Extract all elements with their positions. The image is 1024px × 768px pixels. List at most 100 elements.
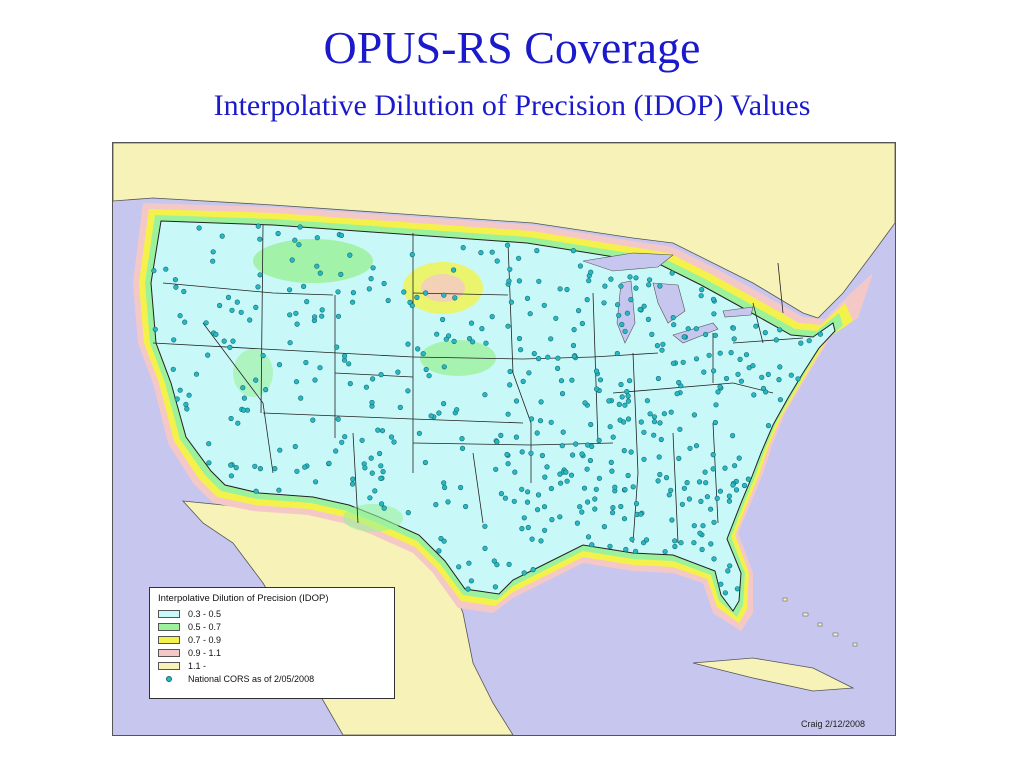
cors-station-dot: [163, 266, 169, 272]
cors-station-dot: [557, 471, 563, 477]
cors-station-dot: [530, 567, 536, 573]
cors-station-dot: [707, 506, 714, 512]
cors-station-dot: [519, 486, 525, 492]
cors-station-dot: [621, 448, 627, 454]
cors-station-dot: [292, 443, 298, 450]
cors-station-dot: [641, 429, 647, 435]
cors-station-dot: [592, 496, 598, 502]
cors-station-dot: [606, 398, 612, 404]
cors-station-dot: [459, 436, 465, 442]
cors-station-dot: [296, 242, 302, 248]
cors-station-dot: [708, 541, 714, 547]
cors-station-dot: [377, 450, 383, 457]
cors-station-dot: [415, 346, 421, 352]
cors-station-dot: [730, 482, 736, 488]
cors-station-dot: [293, 379, 300, 385]
cors-station-dot: [628, 297, 634, 303]
cors-station-dot: [624, 389, 630, 395]
cors-station-dot: [621, 516, 628, 522]
legend-swatch: [158, 635, 180, 644]
cors-station-dot: [658, 436, 664, 443]
cors-station-dot: [240, 385, 246, 391]
cors-station-dot: [317, 270, 323, 276]
cors-station-dot: [206, 460, 212, 466]
cors-station-dot: [608, 459, 614, 466]
cors-station-dot: [593, 368, 600, 374]
cors-station-dot: [454, 407, 460, 413]
cors-station-dot: [645, 316, 652, 322]
cors-station-dot: [276, 362, 283, 368]
cors-station-dot: [535, 507, 541, 513]
cors-station-dot: [619, 321, 625, 328]
cors-station-dot: [539, 452, 546, 459]
cors-station-dot: [372, 488, 378, 494]
legend-item: 1.1 -: [158, 659, 386, 672]
page-title: OPUS-RS Coverage: [323, 22, 701, 73]
coverage-map: Interpolative Dilution of Precision (IDO…: [112, 142, 896, 736]
cors-station-dot: [679, 501, 686, 507]
cors-station-dot: [369, 399, 375, 406]
cors-station-dot: [257, 272, 263, 278]
cors-station-dot: [717, 350, 723, 356]
cors-station-dot: [426, 373, 432, 379]
cors-station-dot: [466, 560, 472, 566]
cors-station-dot: [228, 415, 234, 422]
cors-station-dot: [597, 377, 604, 383]
cors-station-dot: [520, 378, 526, 384]
cors-station-dot: [205, 352, 211, 358]
cors-station-dot: [610, 434, 616, 440]
cors-station-dot: [582, 400, 588, 406]
cors-station-dot: [806, 338, 812, 344]
cors-station-dot: [773, 337, 779, 343]
cors-station-dot: [301, 283, 307, 289]
cors-station-dot: [687, 445, 693, 451]
cors-station-dot: [313, 479, 319, 485]
cors-station-dot: [293, 310, 299, 316]
cors-station-dot: [619, 394, 625, 400]
cors-station-dot: [638, 419, 644, 425]
cors-station-dot: [579, 451, 585, 457]
cors-station-dot: [553, 315, 559, 321]
cors-station-dot: [529, 536, 535, 542]
cors-station-dot: [618, 283, 624, 289]
cors-station-dot: [498, 432, 504, 439]
cors-station-dot: [641, 303, 647, 309]
cors-station-dot: [428, 413, 434, 419]
cors-station-dot: [581, 485, 588, 491]
legend-item: 0.9 - 1.1: [158, 646, 386, 659]
cors-station-dot: [275, 230, 281, 237]
cors-station-dot: [409, 303, 415, 309]
cors-station-dot: [174, 396, 180, 402]
cors-station-dot: [577, 263, 584, 269]
cors-station-dot: [593, 486, 599, 492]
cors-station-dot: [422, 459, 429, 466]
legend-swatch: [158, 661, 180, 670]
cors-station-dot: [177, 313, 183, 319]
cors-station-dot: [276, 487, 282, 493]
cors-station-dot: [292, 237, 298, 243]
cors-station-dot: [592, 506, 598, 512]
cors-station-dot: [586, 278, 592, 284]
cors-station-dot: [516, 255, 522, 261]
cors-station-dot: [817, 331, 824, 337]
cors-station-dot: [314, 263, 320, 269]
cors-station-dot: [338, 232, 345, 238]
cors-station-dot: [609, 468, 615, 474]
cors-station-dot: [610, 510, 616, 516]
legend-label: 0.3 - 0.5: [188, 608, 222, 619]
cors-station-dot: [616, 401, 622, 408]
cors-station-dot: [287, 340, 293, 346]
cors-station-dot: [445, 499, 451, 505]
cors-station-dot: [669, 270, 675, 276]
cors-station-dot: [608, 276, 614, 282]
cors-station-dot: [568, 472, 575, 478]
cuba-island: [692, 657, 855, 692]
cors-station-dot: [210, 249, 216, 255]
cors-station-dot: [294, 321, 300, 327]
cors-station-dot: [618, 503, 624, 510]
cors-station-dot: [564, 286, 570, 293]
cors-station-dot: [507, 368, 513, 375]
cors-station-dot: [677, 426, 683, 432]
cors-station-dot: [440, 316, 446, 323]
cors-station-dot: [655, 478, 661, 484]
